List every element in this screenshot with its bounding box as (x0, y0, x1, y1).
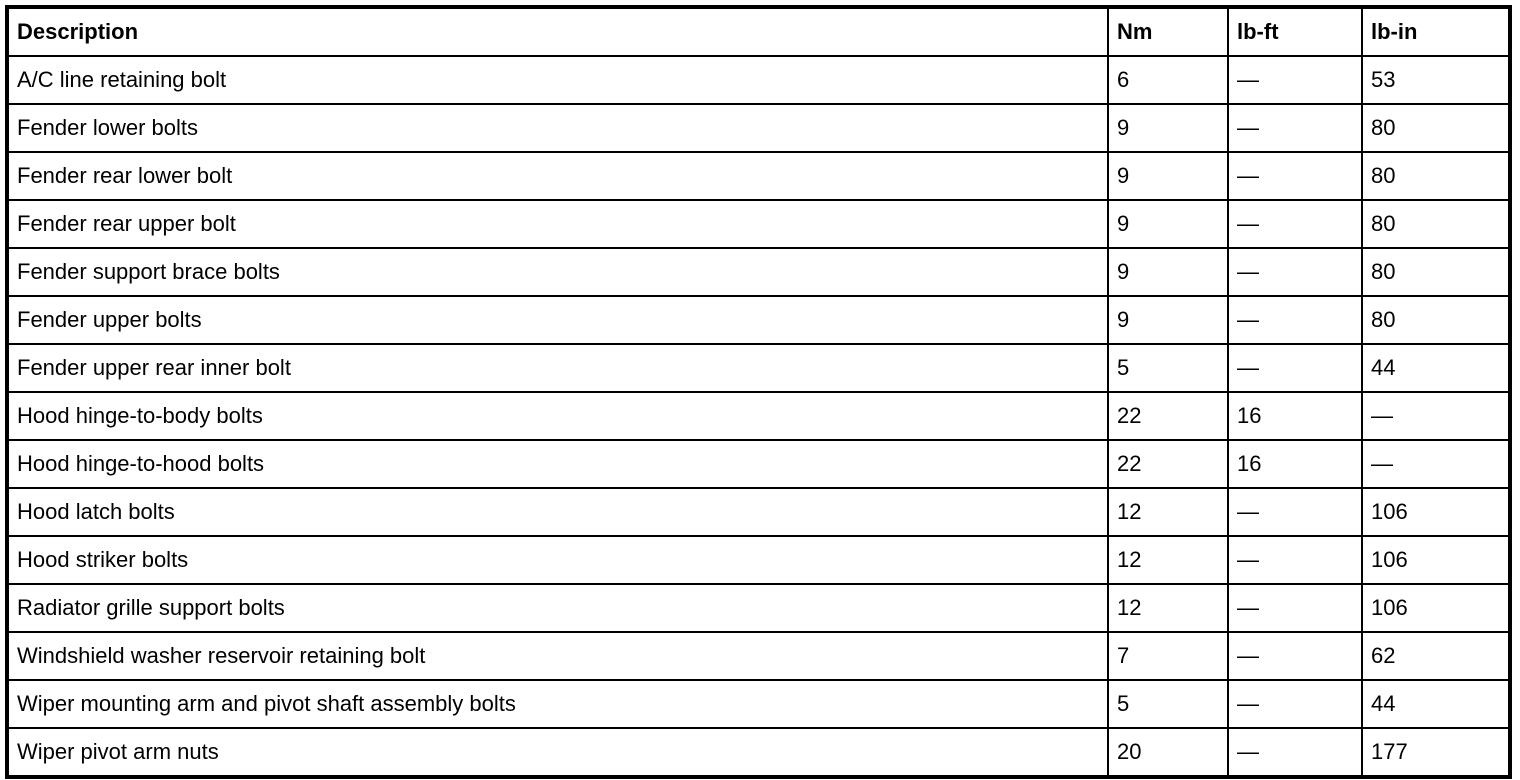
cell-nm: 7 (1107, 631, 1229, 681)
cell-lb-ft: — (1227, 535, 1363, 585)
table-row: Hood latch bolts 12—106 (6, 487, 1511, 537)
cell-lb-in: 44 (1361, 343, 1511, 393)
cell-lb-ft: 16 (1227, 391, 1363, 441)
cell-nm: 6 (1107, 55, 1229, 105)
cell-nm: 9 (1107, 103, 1229, 153)
cell-nm: 22 (1107, 391, 1229, 441)
cell-lb-in: 80 (1361, 295, 1511, 345)
cell-nm: 5 (1107, 679, 1229, 729)
header-lb-ft: lb-ft (1227, 6, 1363, 57)
cell-description: Hood hinge-to-body bolts (6, 391, 1109, 441)
cell-description: Hood hinge-to-hood bolts (6, 439, 1109, 489)
cell-lb-in: 106 (1361, 487, 1511, 537)
cell-description: Fender rear upper bolt (6, 199, 1109, 249)
cell-lb-in: 80 (1361, 199, 1511, 249)
cell-description: Hood latch bolts (6, 487, 1109, 537)
cell-lb-in: 53 (1361, 55, 1511, 105)
table-row: Hood hinge-to-body bolts 22 16— (6, 391, 1511, 441)
table-row: Fender rear upper bolt 9—80 (6, 199, 1511, 249)
table-row: Fender rear lower bolt 9—80 (6, 151, 1511, 201)
cell-lb-in: 44 (1361, 679, 1511, 729)
cell-lb-ft: — (1227, 295, 1363, 345)
cell-nm: 12 (1107, 535, 1229, 585)
cell-nm: 9 (1107, 295, 1229, 345)
table-row: Radiator grille support bolts 12—106 (6, 583, 1511, 633)
cell-nm: 9 (1107, 199, 1229, 249)
cell-lb-in: 80 (1361, 151, 1511, 201)
cell-lb-ft: — (1227, 343, 1363, 393)
cell-lb-ft: — (1227, 727, 1363, 778)
cell-nm: 9 (1107, 247, 1229, 297)
cell-lb-ft: — (1227, 199, 1363, 249)
header-nm: Nm (1107, 6, 1229, 57)
cell-lb-ft: — (1227, 55, 1363, 105)
cell-description: Hood striker bolts (6, 535, 1109, 585)
cell-description: Fender rear lower bolt (6, 151, 1109, 201)
header-description: Description (6, 6, 1109, 57)
cell-description: Fender support brace bolts (6, 247, 1109, 297)
cell-lb-ft: — (1227, 103, 1363, 153)
cell-description: Wiper mounting arm and pivot shaft assem… (6, 679, 1109, 729)
table-row: Wiper pivot arm nuts 20—177 (6, 727, 1511, 778)
table-row: Hood hinge-to-hood bolts 22 16— (6, 439, 1511, 489)
cell-lb-in: 106 (1361, 535, 1511, 585)
cell-lb-in: 80 (1361, 247, 1511, 297)
cell-nm: 12 (1107, 583, 1229, 633)
cell-lb-in: 177 (1361, 727, 1511, 778)
cell-nm: 12 (1107, 487, 1229, 537)
cell-nm: 9 (1107, 151, 1229, 201)
cell-lb-in: — (1361, 391, 1511, 441)
cell-lb-in: — (1361, 439, 1511, 489)
cell-nm: 5 (1107, 343, 1229, 393)
cell-description: A/C line retaining bolt (6, 55, 1109, 105)
cell-nm: 20 (1107, 727, 1229, 778)
table-row: Wiper mounting arm and pivot shaft assem… (6, 679, 1511, 729)
cell-lb-ft: 16 (1227, 439, 1363, 489)
cell-lb-in: 62 (1361, 631, 1511, 681)
cell-description: Radiator grille support bolts (6, 583, 1109, 633)
cell-lb-in: 80 (1361, 103, 1511, 153)
cell-description: Windshield washer reservoir retaining bo… (6, 631, 1109, 681)
table-row: Windshield washer reservoir retaining bo… (6, 631, 1511, 681)
cell-lb-ft: — (1227, 487, 1363, 537)
cell-lb-ft: — (1227, 151, 1363, 201)
table-row: Fender upper rear inner bolt 5—44 (6, 343, 1511, 393)
table-row: Fender support brace bolts 9—80 (6, 247, 1511, 297)
cell-lb-ft: — (1227, 679, 1363, 729)
cell-nm: 22 (1107, 439, 1229, 489)
cell-description: Fender upper rear inner bolt (6, 343, 1109, 393)
header-lb-in: lb-in (1361, 6, 1511, 57)
cell-description: Wiper pivot arm nuts (6, 727, 1109, 778)
header-row: Description Nm lb-ft lb-in (6, 6, 1511, 57)
table-row: Hood striker bolts 12—106 (6, 535, 1511, 585)
cell-lb-ft: — (1227, 583, 1363, 633)
cell-lb-in: 106 (1361, 583, 1511, 633)
table-row: Fender upper bolts 9—80 (6, 295, 1511, 345)
cell-lb-ft: — (1227, 631, 1363, 681)
table-row: A/C line retaining bolt 6—53 (6, 55, 1511, 105)
table-row: Fender lower bolts 9—80 (6, 103, 1511, 153)
cell-description: Fender upper bolts (6, 295, 1109, 345)
cell-lb-ft: — (1227, 247, 1363, 297)
torque-specifications-table: Description Nm lb-ft lb-in A/C line reta… (5, 5, 1512, 779)
cell-description: Fender lower bolts (6, 103, 1109, 153)
